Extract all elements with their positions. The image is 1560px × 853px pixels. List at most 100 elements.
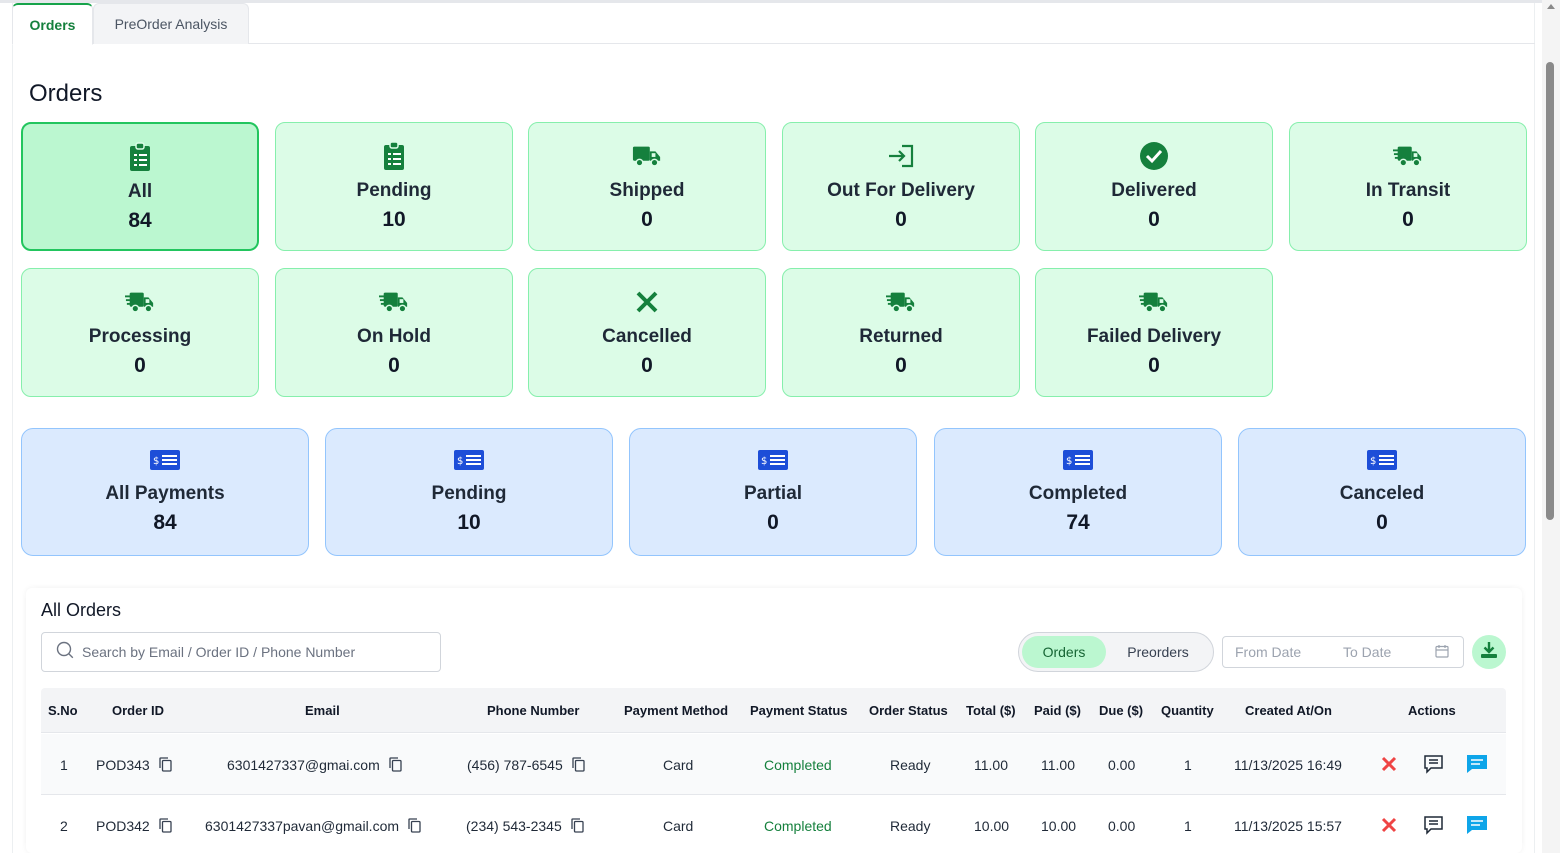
cell-paid: 10.00: [1041, 817, 1077, 834]
payment-card-all-payments[interactable]: $ All Payments 84: [21, 428, 309, 556]
col-quantity[interactable]: Quantity: [1161, 703, 1214, 718]
page-scrollbar[interactable]: [1542, 0, 1560, 853]
status-card-delivered[interactable]: Delivered 0: [1035, 122, 1273, 251]
payment-check-icon: $: [1063, 450, 1093, 470]
tab-preorder-analysis[interactable]: PreOrder Analysis: [93, 3, 249, 44]
svg-text:$: $: [457, 456, 463, 467]
status-card-shipped[interactable]: Shipped 0: [528, 122, 766, 251]
status-card-cancelled[interactable]: Cancelled 0: [528, 268, 766, 397]
status-card-in-transit[interactable]: In Transit 0: [1289, 122, 1527, 251]
cell-total: 10.00: [974, 817, 1010, 834]
status-card-on-hold[interactable]: On Hold 0: [275, 268, 513, 397]
col-due[interactable]: Due ($): [1099, 703, 1144, 718]
calendar-icon[interactable]: [1435, 644, 1449, 661]
toggle-preorders[interactable]: Preorders: [1127, 644, 1189, 660]
payment-check-icon: $: [454, 450, 484, 470]
toggle-orders[interactable]: Orders: [1022, 636, 1106, 668]
copy-icon[interactable]: [571, 818, 584, 833]
cell-order-id: POD343: [96, 734, 172, 795]
orders-panel-title: All Orders: [41, 600, 122, 620]
status-card-all[interactable]: All 84: [21, 122, 259, 251]
comment-icon[interactable]: [1422, 753, 1444, 775]
status-card-failed-delivery[interactable]: Failed Delivery 0: [1035, 268, 1273, 397]
cell-payment-status: Completed: [764, 817, 832, 834]
col-total[interactable]: Total ($): [966, 703, 1016, 718]
email-text: 6301427337pavan@gmail.com: [205, 817, 400, 834]
chat-icon[interactable]: [1466, 814, 1488, 836]
col-payment-method[interactable]: Payment Method: [624, 703, 729, 718]
copy-icon[interactable]: [408, 818, 421, 833]
copy-icon[interactable]: [159, 818, 172, 833]
search-input[interactable]: [82, 644, 422, 660]
col-payment-status[interactable]: Payment Status: [750, 703, 848, 718]
copy-icon[interactable]: [389, 757, 402, 772]
date-range-picker[interactable]: From Date To Date: [1222, 636, 1464, 668]
payment-card-count: 0: [767, 511, 779, 534]
cell-order-status: Ready: [890, 756, 931, 773]
order-id-text: POD343: [96, 756, 150, 773]
copy-icon[interactable]: [159, 757, 172, 772]
cell-order-status: Ready: [890, 817, 931, 834]
cell-created-at: 11/13/2025 15:57: [1234, 817, 1342, 834]
col-email[interactable]: Email: [305, 703, 340, 718]
col-sno[interactable]: S.No: [48, 703, 78, 718]
status-card-label: Cancelled: [602, 326, 692, 347]
truck-fast-icon: [1139, 287, 1169, 317]
from-date-field[interactable]: From Date: [1235, 644, 1302, 660]
page-title: Orders: [29, 80, 103, 107]
cell-quantity: 1: [1184, 817, 1192, 834]
status-card-count: 10: [382, 208, 406, 231]
cell-payment-method: Card: [663, 817, 694, 834]
download-button[interactable]: [1472, 635, 1506, 669]
truck-fast-icon: [125, 287, 155, 317]
status-card-count: 0: [1402, 208, 1414, 231]
cell-email: 6301427337@gmai.com: [227, 734, 402, 795]
cell-payment-status: Completed: [764, 756, 832, 773]
status-card-label: Pending: [356, 180, 432, 201]
cell-phone: (234) 543-2345: [466, 795, 584, 853]
col-phone-number[interactable]: Phone Number: [487, 703, 580, 718]
cell-created-at: 11/13/2025 16:49: [1234, 756, 1342, 773]
col-created-at[interactable]: Created At/On: [1245, 703, 1332, 718]
status-card-pending[interactable]: Pending 10: [275, 122, 513, 251]
svg-text:$: $: [761, 456, 767, 467]
status-card-out-for-delivery[interactable]: Out For Delivery 0: [782, 122, 1020, 251]
chat-icon[interactable]: [1466, 753, 1488, 775]
download-icon: [1480, 641, 1498, 664]
status-card-count: 0: [641, 354, 653, 377]
table-row: 2 POD342 6301427337pavan@gmail.com (234)…: [41, 795, 1506, 853]
cell-due: 0.00: [1108, 756, 1136, 773]
col-paid[interactable]: Paid ($): [1034, 703, 1081, 718]
payment-card-completed[interactable]: $ Completed 74: [934, 428, 1222, 556]
sign-in-arrow-icon: [886, 141, 916, 171]
status-card-count: 84: [128, 209, 152, 232]
email-text: 6301427337@gmai.com: [227, 756, 380, 773]
cancel-order-icon[interactable]: [1378, 753, 1400, 775]
payment-card-canceled[interactable]: $ Canceled 0: [1238, 428, 1526, 556]
search-box[interactable]: [41, 632, 441, 672]
payment-card-count: 74: [1066, 511, 1090, 534]
orders-preorders-toggle: Orders Preorders: [1018, 632, 1214, 672]
cell-total: 11.00: [974, 756, 1008, 773]
status-card-label: All: [127, 181, 153, 202]
tab-orders[interactable]: Orders: [12, 3, 93, 45]
to-date-field[interactable]: To Date: [1343, 644, 1392, 660]
scroll-up-arrow-icon[interactable]: [1547, 4, 1555, 9]
payment-card-pending[interactable]: $ Pending 10: [325, 428, 613, 556]
status-card-processing[interactable]: Processing 0: [21, 268, 259, 397]
payment-card-label: Completed: [1028, 483, 1128, 504]
truck-icon: [632, 141, 662, 171]
copy-icon[interactable]: [572, 757, 585, 772]
scrollbar-thumb[interactable]: [1546, 62, 1554, 520]
cancel-order-icon[interactable]: [1378, 814, 1400, 836]
status-card-count: 0: [895, 208, 907, 231]
col-order-id[interactable]: Order ID: [112, 703, 165, 718]
truck-fast-icon: [1393, 141, 1423, 171]
status-card-returned[interactable]: Returned 0: [782, 268, 1020, 397]
comment-icon[interactable]: [1422, 814, 1444, 836]
svg-text:$: $: [153, 456, 159, 467]
col-order-status[interactable]: Order Status: [869, 703, 948, 718]
cell-sno: 2: [60, 817, 68, 834]
phone-text: (456) 787-6545: [467, 756, 563, 773]
payment-card-partial[interactable]: $ Partial 0: [629, 428, 917, 556]
